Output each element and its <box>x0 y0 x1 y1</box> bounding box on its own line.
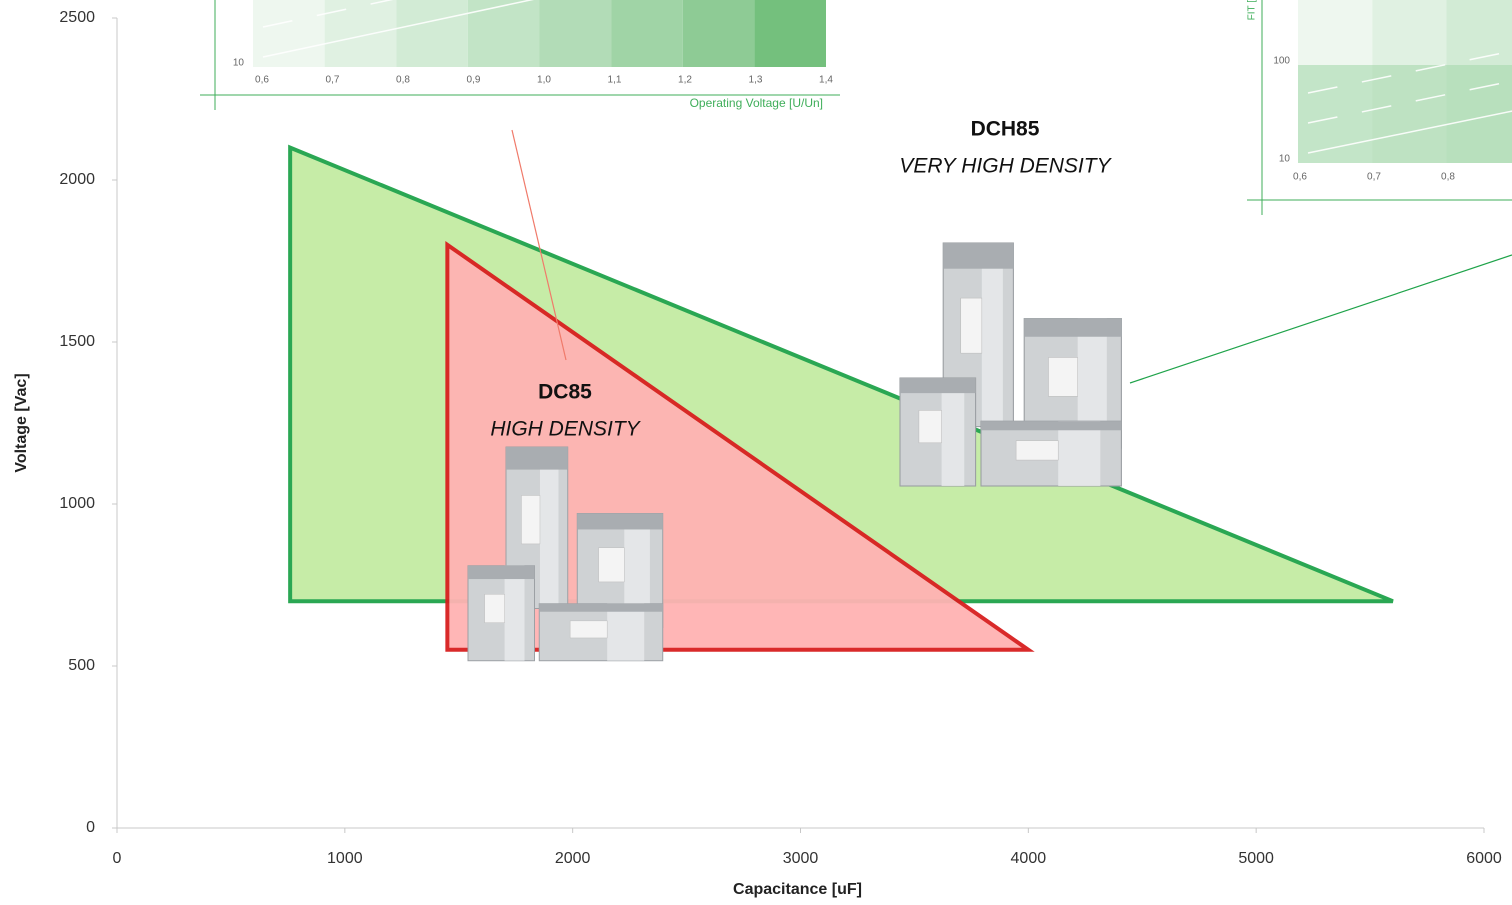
capacitor-shade <box>941 378 965 486</box>
inset-x-tick-label: 1,1 <box>608 75 622 86</box>
x-tick-label: 1000 <box>327 850 363 867</box>
series-subtitle: VERY HIGH DENSITY <box>899 155 1112 178</box>
inset-band <box>396 0 468 67</box>
inset-band <box>754 0 826 67</box>
inset-x-tick-label: 1,3 <box>749 75 763 86</box>
capacitor-cap <box>468 565 535 580</box>
inset-x-tick-label: 0,8 <box>396 75 410 86</box>
capacitor-label <box>960 297 983 354</box>
inset-y-axis-title: FIT [ <box>1247 0 1258 20</box>
y-axis-title: Voltage [Vac] <box>13 373 30 472</box>
capacitor-cap <box>1024 318 1122 337</box>
capacitor-label <box>1015 440 1059 461</box>
x-tick-label: 2000 <box>555 850 591 867</box>
inset-x-tick-label: 1,4 <box>819 75 833 86</box>
callout-line <box>1129 254 1512 384</box>
capacitor-cap <box>900 378 976 394</box>
capacitor-cap <box>981 421 1122 431</box>
series-name: DCH85 <box>971 118 1040 141</box>
inset-band <box>611 0 683 67</box>
x-tick-label: 5000 <box>1238 850 1274 867</box>
x-tick-label: 3000 <box>783 850 819 867</box>
capacitor-cap <box>577 513 663 530</box>
inset-band <box>324 0 397 67</box>
inset-band <box>539 0 612 67</box>
y-tick-label: 1500 <box>59 333 95 350</box>
capacitor-label <box>569 620 608 639</box>
capacitor-cap <box>943 243 1014 269</box>
capacitor-shade <box>1058 421 1101 486</box>
capacitor-label <box>484 594 505 623</box>
y-tick-label: 2000 <box>59 171 95 188</box>
capacitor-cap <box>539 603 663 612</box>
inset-x-tick-label: 0,6 <box>255 75 269 86</box>
y-tick-label: 1000 <box>59 495 95 512</box>
capacitor-shade <box>539 447 559 609</box>
capacitor-cap <box>506 447 568 470</box>
x-axis-title: Capacitance [uF] <box>733 881 862 898</box>
capacitor-shade <box>607 603 645 661</box>
capacitor-image <box>467 446 664 662</box>
capacitor-shade <box>981 243 1003 427</box>
x-tick-label: 0 <box>113 850 122 867</box>
inset-x-tick-label: 0,7 <box>326 75 340 86</box>
capacitor-shade <box>504 565 525 661</box>
capacitor-label <box>1048 357 1078 397</box>
inset-y-tick-label: 10 <box>1279 154 1291 165</box>
inset-x-tick-label: 0,7 <box>1367 172 1381 183</box>
inset-y-tick-label: 100 <box>1273 56 1290 67</box>
inset-band <box>467 0 540 67</box>
inset-y-tick-label: 10 <box>233 58 245 69</box>
capacitor-label <box>598 547 625 583</box>
inset-band <box>682 0 755 67</box>
inset-curve <box>1307 110 1512 154</box>
inset-curve <box>262 0 535 58</box>
inset-band <box>1298 65 1512 163</box>
inset-x-tick-label: 0,6 <box>1293 172 1307 183</box>
capacitor-image <box>899 242 1122 487</box>
series-name: DC85 <box>538 381 592 404</box>
x-tick-label: 6000 <box>1466 850 1502 867</box>
inset-x-tick-label: 0,9 <box>467 75 481 86</box>
capacitor-label <box>918 410 942 444</box>
inset-x-axis-title: Operating Voltage [U/Un] <box>690 96 823 110</box>
inset-x-tick-label: 1,2 <box>678 75 692 86</box>
series-subtitle: HIGH DENSITY <box>490 418 641 441</box>
y-tick-label: 0 <box>86 819 95 836</box>
y-tick-label: 2500 <box>59 9 95 26</box>
capacitor-label <box>521 495 541 545</box>
x-tick-label: 4000 <box>1011 850 1047 867</box>
y-tick-label: 500 <box>68 657 95 674</box>
inset-x-tick-label: 0,8 <box>1441 172 1455 183</box>
inset-x-tick-label: 1,0 <box>537 75 551 86</box>
callout-line <box>511 129 567 361</box>
